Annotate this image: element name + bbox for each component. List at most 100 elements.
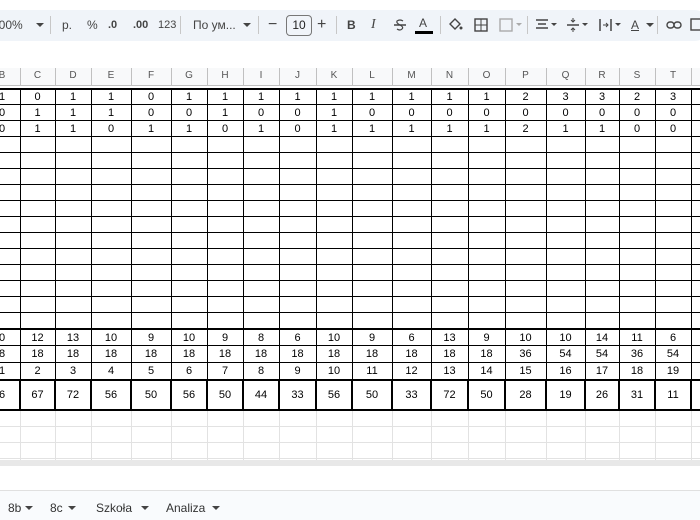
cell-border (654, 379, 656, 411)
rotate-button[interactable]: A (631, 18, 640, 32)
cell: 36 (630, 348, 644, 360)
header-divider (691, 68, 692, 85)
cell: 3 (598, 91, 606, 103)
zoom[interactable]: 100% (0, 18, 23, 32)
cell-border (545, 379, 547, 411)
cell-border (584, 379, 586, 411)
font-size-plus[interactable]: + (317, 16, 327, 33)
cell: 26 (595, 389, 609, 401)
cell: 72 (443, 389, 456, 401)
fill-color-button[interactable] (447, 16, 463, 32)
cell-border (279, 328, 280, 380)
cell: 11 (631, 332, 643, 344)
column-header: L (369, 70, 375, 81)
cell: 19 (559, 389, 572, 401)
increase-decimals[interactable]: .00 (133, 19, 149, 31)
currency-button[interactable]: р. (62, 18, 73, 32)
cell: 10 (559, 332, 572, 344)
cell-border (391, 379, 393, 411)
cell-border (690, 379, 692, 411)
cell: 56 (327, 389, 341, 401)
comment-button[interactable] (690, 17, 700, 33)
decrease-decimals[interactable]: .0 (108, 19, 118, 31)
column-header: G (185, 70, 193, 81)
cell-border (206, 379, 208, 411)
cell: 18 (405, 348, 418, 360)
cell-border (430, 379, 432, 411)
cell-border (55, 88, 56, 328)
caret (68, 506, 76, 510)
header-divider (55, 68, 56, 85)
grid-line (316, 410, 317, 460)
cell: 1 (0, 91, 6, 103)
cell-border (468, 88, 469, 328)
font-size[interactable]: 10 (286, 15, 312, 36)
grid-line (0, 426, 700, 427)
cell: 0 (483, 107, 490, 119)
cell: 33 (405, 389, 418, 401)
cell: 1 (185, 123, 193, 135)
wrap-button[interactable] (598, 17, 624, 33)
cell: 18 (104, 348, 118, 360)
cell: 6 (669, 332, 677, 344)
header-divider (131, 68, 132, 85)
sheet-tab[interactable]: 8c (50, 501, 63, 515)
grid-line (691, 410, 692, 460)
cell-border (392, 328, 393, 380)
header-divider (316, 68, 317, 85)
borders-button[interactable] (474, 18, 488, 32)
font-size-minus[interactable]: − (268, 16, 278, 33)
text-color-button[interactable]: A (419, 16, 428, 30)
grid-line (0, 442, 700, 443)
cell: 0 (669, 107, 677, 119)
italic-button[interactable]: I (371, 17, 376, 32)
separator (440, 16, 441, 34)
strikethrough-button[interactable] (392, 17, 408, 33)
cell: 10 (519, 332, 532, 344)
sheet-tab[interactable]: Szkoła (96, 501, 133, 515)
cell: 16 (559, 365, 572, 377)
column-header: O (482, 70, 491, 81)
bold-button[interactable]: B (347, 18, 356, 32)
cell-border (505, 88, 506, 328)
header-divider (619, 68, 620, 85)
link-button[interactable] (666, 18, 682, 32)
cell: 8 (257, 365, 265, 377)
valign-button[interactable] (566, 17, 590, 33)
percent-button[interactable]: % (87, 18, 98, 32)
cell-border (131, 88, 132, 328)
cell-border (585, 328, 586, 380)
cell: 1 (408, 91, 415, 103)
cell-border (278, 379, 280, 411)
grid-line (0, 458, 700, 459)
cell-border (0, 296, 700, 297)
cell: 1 (107, 107, 115, 119)
cell: 0 (294, 123, 301, 135)
cell-border (467, 379, 469, 411)
sheet-tab[interactable]: Analiza (166, 501, 206, 515)
font-select[interactable]: По ум... (193, 18, 236, 32)
align-button[interactable] (535, 18, 559, 32)
cell: 50 (480, 389, 493, 401)
cell: 8 (0, 348, 6, 360)
cell: 0 (185, 107, 193, 119)
cell-border (0, 216, 700, 217)
column-header: C (33, 70, 42, 81)
cell: 11 (667, 389, 679, 401)
cell: 17 (595, 365, 609, 377)
text-color-bar (415, 31, 433, 34)
merge-button[interactable] (499, 18, 523, 32)
cell: 1 (598, 123, 606, 135)
cell: 13 (66, 332, 80, 344)
number-format[interactable]: 123 (158, 19, 177, 31)
cell-border (55, 328, 56, 380)
sheet-tab[interactable]: 8b (8, 501, 22, 515)
cell: 0 (633, 107, 641, 119)
cell: 0 (562, 107, 569, 119)
cell: 33 (291, 389, 304, 401)
header-divider (91, 68, 92, 85)
cell: 28 (519, 389, 532, 401)
cell-border (91, 88, 92, 328)
grid-line (91, 410, 92, 460)
